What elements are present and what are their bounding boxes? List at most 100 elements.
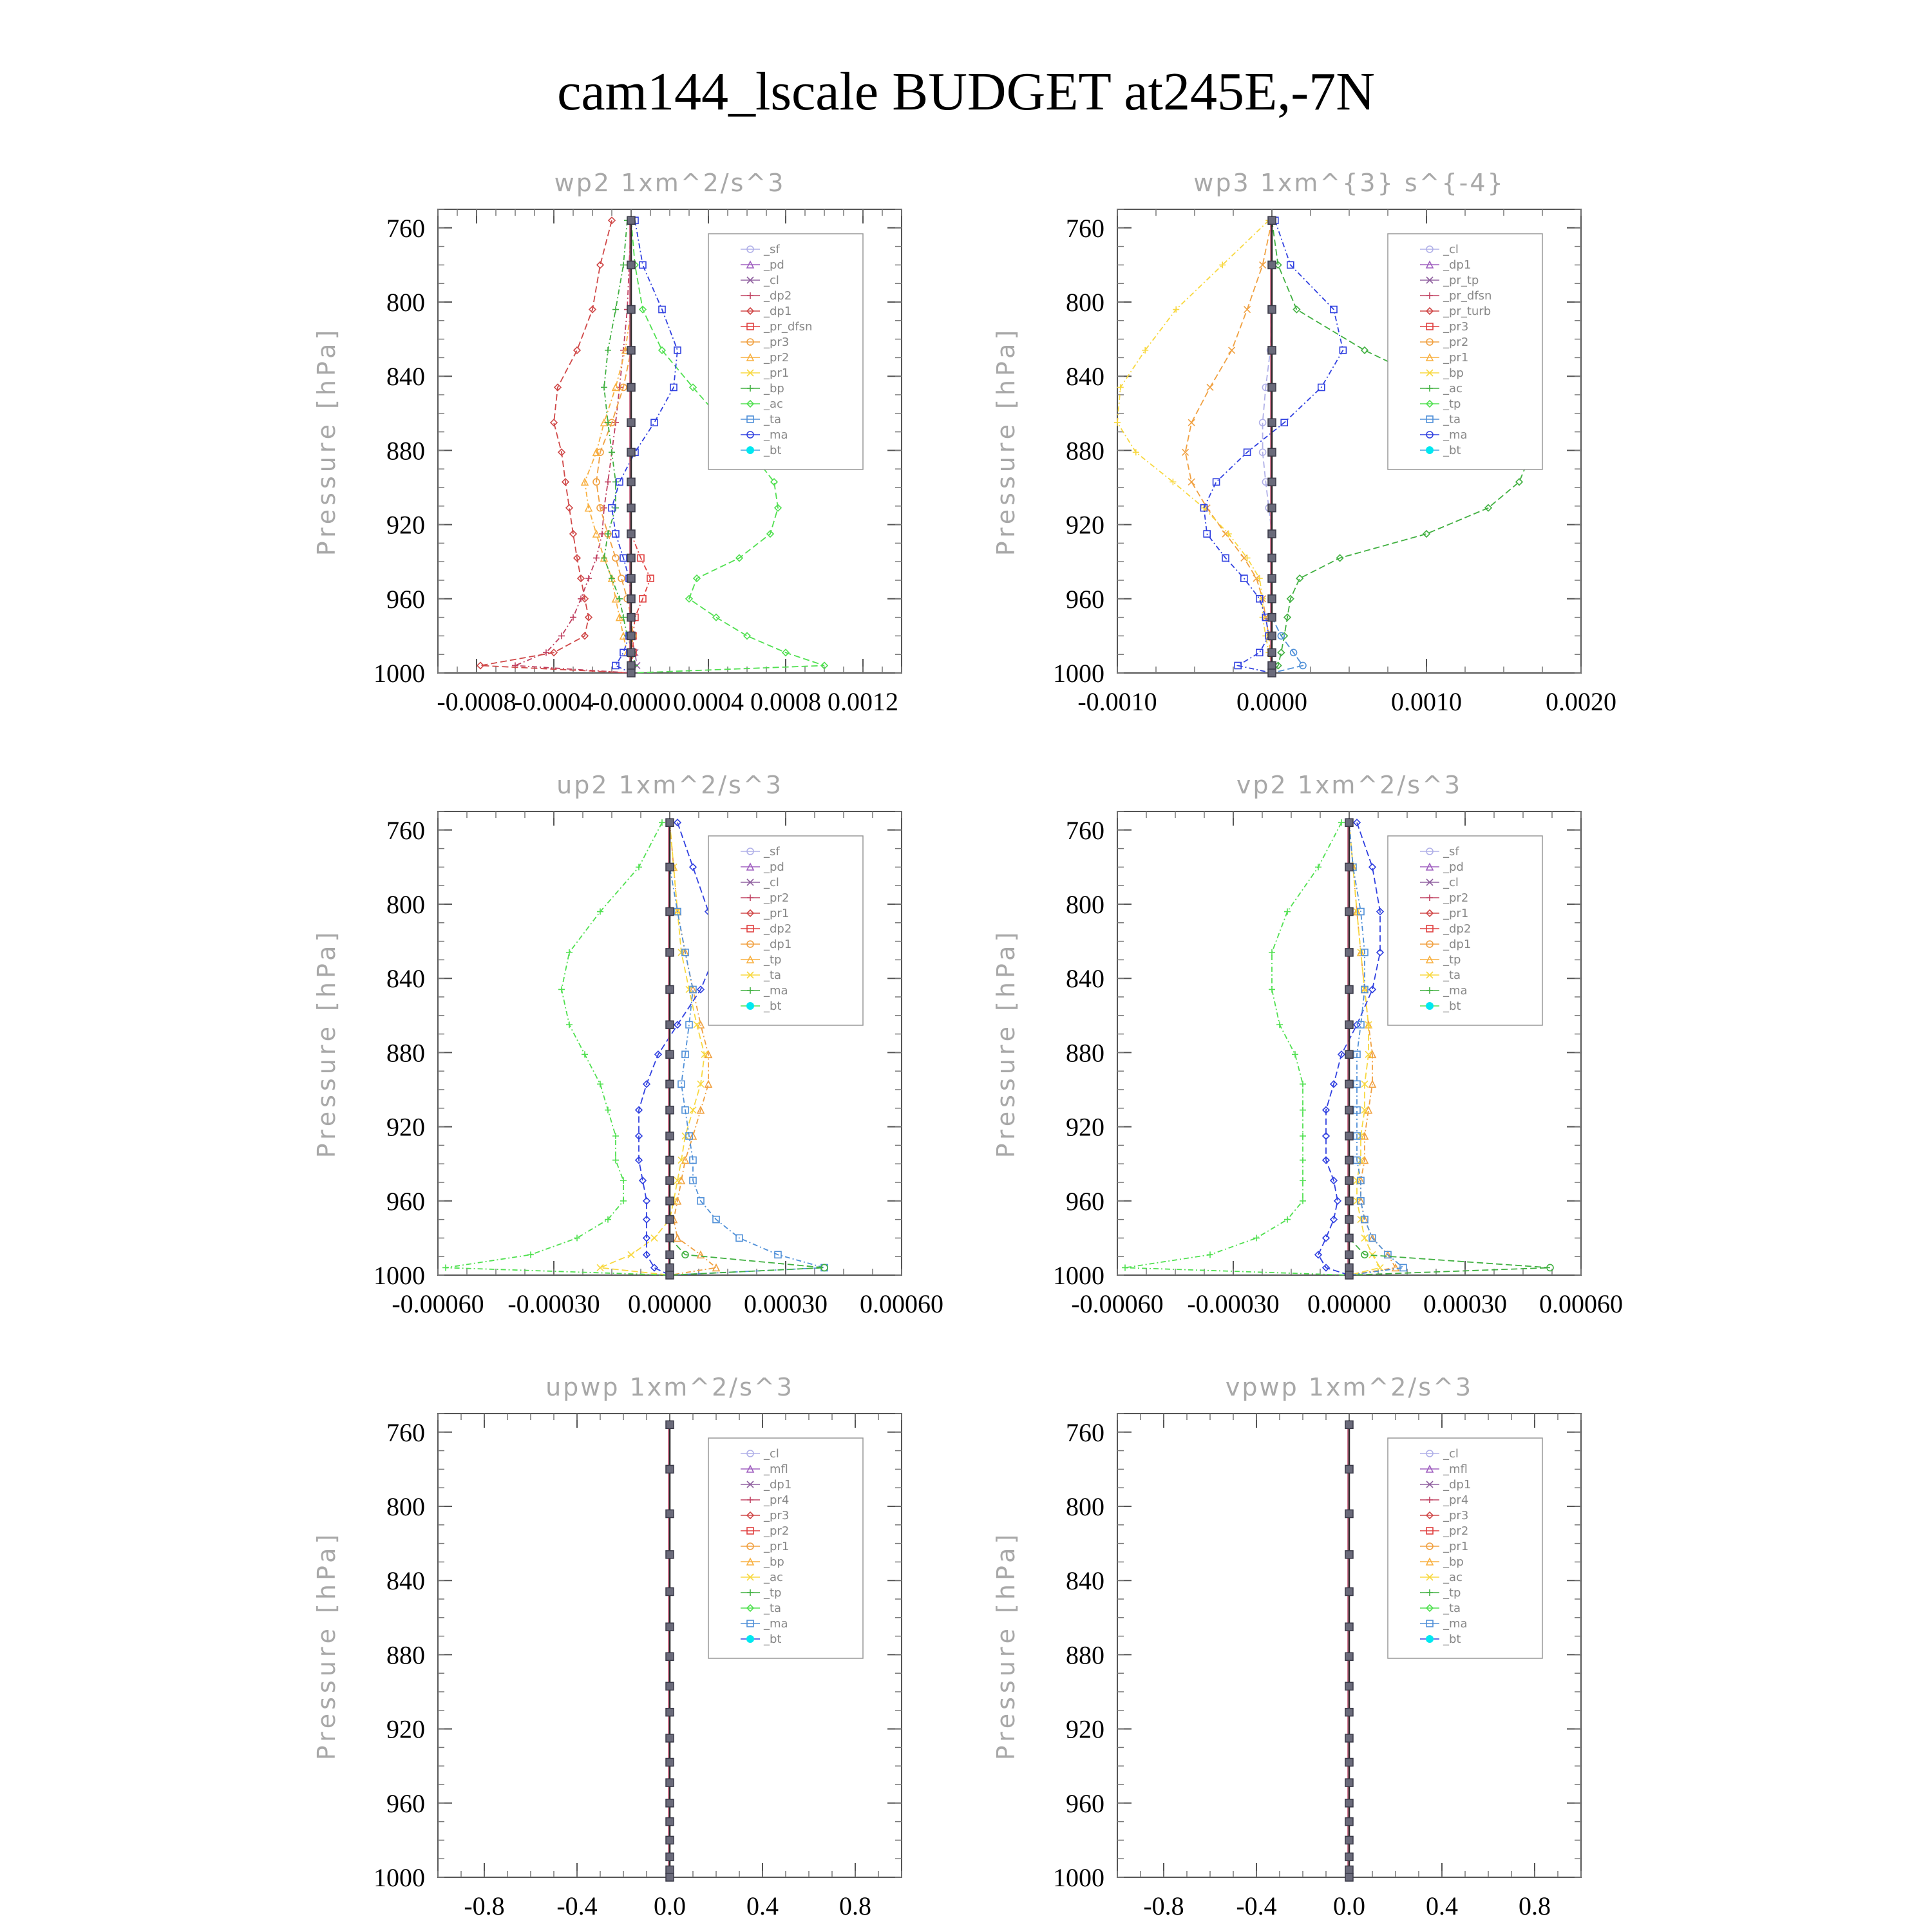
data-point	[1300, 1157, 1306, 1164]
data-point	[580, 477, 589, 486]
legend-label: _cl	[1443, 1447, 1459, 1461]
legend-label: _ac	[763, 1571, 783, 1584]
legend-marker	[1426, 987, 1433, 994]
y-tick-label: 960	[386, 1187, 425, 1216]
zero-marker	[665, 818, 674, 828]
legend-marker	[746, 1450, 754, 1457]
zero-marker	[627, 574, 636, 583]
series-line-ta	[611, 220, 678, 674]
series-line-dp1	[445, 822, 670, 1276]
data-point	[561, 478, 570, 486]
legend-marker	[1426, 1497, 1433, 1503]
legend-label: _pr_dfsn	[1443, 289, 1492, 303]
legend-label: _cl	[1443, 876, 1459, 889]
legend-label: _mfl	[763, 1463, 788, 1476]
data-point	[1318, 383, 1325, 392]
data-point	[1361, 1215, 1368, 1224]
data-point	[573, 346, 582, 355]
data-point	[1222, 554, 1229, 562]
data-point	[1376, 948, 1385, 957]
data-point	[1212, 478, 1220, 486]
data-point	[616, 595, 623, 602]
legend-marker	[1426, 323, 1434, 330]
data-point	[580, 632, 589, 640]
data-point	[1361, 1251, 1368, 1259]
data-point	[696, 1020, 705, 1028]
zero-marker	[1345, 1509, 1354, 1519]
legend-marker	[746, 1542, 754, 1550]
legend-label: _pr1	[763, 1540, 789, 1553]
data-point	[549, 649, 558, 657]
data-point	[670, 383, 677, 392]
data-point	[1329, 1215, 1338, 1224]
data-point	[1360, 1155, 1369, 1164]
data-point	[558, 632, 565, 639]
series-line-pr3	[596, 220, 634, 673]
data-point	[1188, 478, 1195, 486]
y-tick-label: 880	[1066, 1640, 1104, 1669]
data-point	[820, 661, 829, 670]
y-tick-label: 960	[386, 1789, 425, 1818]
data-point	[688, 1132, 697, 1140]
data-point	[1269, 986, 1275, 993]
data-point	[688, 383, 697, 392]
y-tick-label: 760	[386, 214, 425, 243]
zero-marker	[1345, 985, 1354, 994]
data-point	[1173, 306, 1180, 313]
data-point	[1225, 531, 1232, 537]
data-point	[1364, 1105, 1373, 1114]
legend-marker	[746, 338, 754, 346]
panel-title: up2 1xm^2/s^3	[556, 771, 783, 799]
legend-marker	[1426, 878, 1434, 886]
legend-marker	[1426, 276, 1434, 284]
legend-marker	[1425, 307, 1434, 316]
data-point	[659, 819, 665, 826]
panel-title: wp3 1xm^{3} s^{-4}	[1193, 169, 1504, 197]
legend-marker	[1425, 1464, 1434, 1473]
data-point	[696, 1105, 705, 1114]
zero-marker	[665, 948, 674, 957]
data-point	[1284, 908, 1291, 915]
legend-marker	[1426, 292, 1433, 299]
legend-label: _pr1	[1443, 351, 1468, 365]
y-tick-label: 840	[386, 964, 425, 993]
zero-marker	[665, 1215, 674, 1224]
zero-marker	[1345, 1050, 1354, 1059]
legend-marker	[746, 369, 754, 377]
legend-marker	[746, 323, 754, 330]
data-point	[673, 1233, 682, 1242]
legend-label: _pr2	[763, 1524, 789, 1538]
data-point	[611, 383, 620, 392]
data-point	[566, 1021, 573, 1028]
zero-marker	[627, 260, 636, 270]
data-point	[1114, 419, 1121, 426]
data-point	[1284, 1216, 1291, 1223]
legend-marker	[747, 1497, 753, 1503]
zero-marker	[627, 216, 636, 225]
data-point	[1353, 1106, 1361, 1114]
y-tick-label: 1000	[374, 1261, 425, 1290]
legend-label: _pr3	[763, 1509, 789, 1522]
legend-box	[1387, 233, 1543, 470]
series-line-tp	[1349, 822, 1405, 1276]
legend-label: _pr3	[1443, 320, 1468, 334]
data-point	[596, 1264, 604, 1272]
zero-marker	[1345, 1079, 1354, 1089]
data-point	[677, 949, 685, 956]
data-point	[639, 261, 647, 269]
data-point	[1259, 261, 1267, 269]
data-point	[557, 448, 566, 457]
data-point	[642, 1234, 651, 1242]
zero-marker	[665, 907, 674, 916]
data-point	[1360, 346, 1369, 355]
legend-label: _tp	[1443, 1586, 1461, 1600]
zero-marker	[665, 1550, 674, 1559]
data-point	[658, 346, 667, 355]
data-point	[1333, 1197, 1342, 1205]
data-point	[658, 305, 666, 314]
data-point	[766, 529, 775, 538]
data-point	[689, 1177, 697, 1184]
legend-label: _sf	[763, 243, 780, 256]
series-line-dp1	[1124, 822, 1350, 1276]
data-point	[1207, 1251, 1213, 1258]
